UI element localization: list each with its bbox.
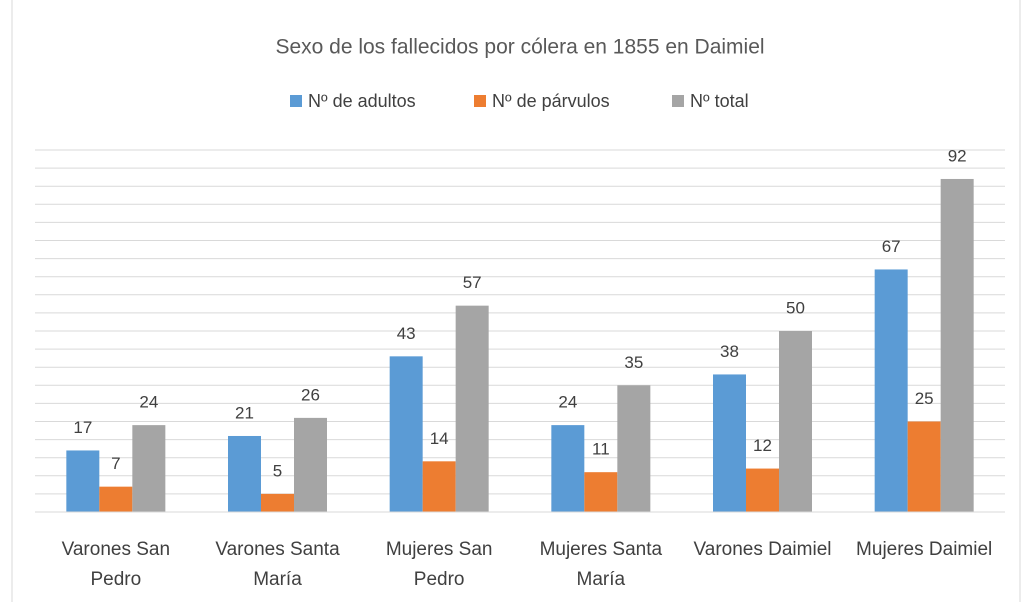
data-label: 11 (592, 440, 610, 459)
data-label: 35 (624, 353, 643, 372)
data-label: 38 (720, 342, 739, 361)
data-label: 14 (430, 429, 449, 448)
data-label: 12 (753, 436, 772, 455)
x-tick-label: Mujeres San Pedro (385, 539, 493, 590)
data-label: 21 (235, 403, 254, 422)
legend-label: Nº de adultos (308, 91, 416, 111)
bar (584, 472, 618, 512)
bar (907, 421, 941, 512)
bar (132, 425, 166, 512)
bar (746, 468, 779, 512)
bar (389, 356, 423, 512)
data-label: 5 (273, 461, 282, 480)
bar (294, 417, 327, 512)
x-tick-label: Varones Daimiel (693, 539, 832, 560)
data-label: 43 (397, 324, 416, 343)
data-label: 92 (948, 146, 967, 165)
bar (66, 450, 100, 512)
bar (455, 305, 489, 512)
legend-label: Nº total (690, 91, 749, 111)
data-label: 17 (73, 418, 92, 437)
bar (940, 178, 974, 512)
legend-swatch (672, 95, 684, 107)
legend-swatch (290, 95, 302, 107)
legend-label: Nº de párvulos (492, 91, 610, 111)
data-label: 7 (111, 454, 120, 473)
x-tick-label: Varones San Pedro (61, 539, 171, 590)
bar (261, 493, 294, 512)
x-tick-label: Mujeres Daimiel (856, 539, 993, 560)
bar (874, 269, 908, 512)
chart-title: Sexo de los fallecidos por cólera en 185… (275, 36, 764, 59)
bar (99, 486, 133, 512)
legend-swatch (474, 95, 486, 107)
x-tick-label: Mujeres Santa María (539, 539, 663, 590)
chart-border (11, 0, 1021, 602)
data-label: 26 (301, 385, 320, 404)
bar (779, 331, 812, 512)
data-label: 24 (139, 393, 158, 412)
data-label: 57 (463, 273, 482, 292)
bar (551, 425, 585, 512)
data-label: 25 (915, 389, 934, 408)
bar (228, 435, 261, 512)
bar (422, 461, 456, 512)
data-label: 67 (882, 237, 901, 256)
x-tick-label: Varones Santa María (215, 539, 340, 590)
data-label: 50 (786, 298, 805, 317)
data-label: 24 (558, 393, 577, 412)
bar (617, 385, 651, 512)
bar (713, 374, 746, 512)
